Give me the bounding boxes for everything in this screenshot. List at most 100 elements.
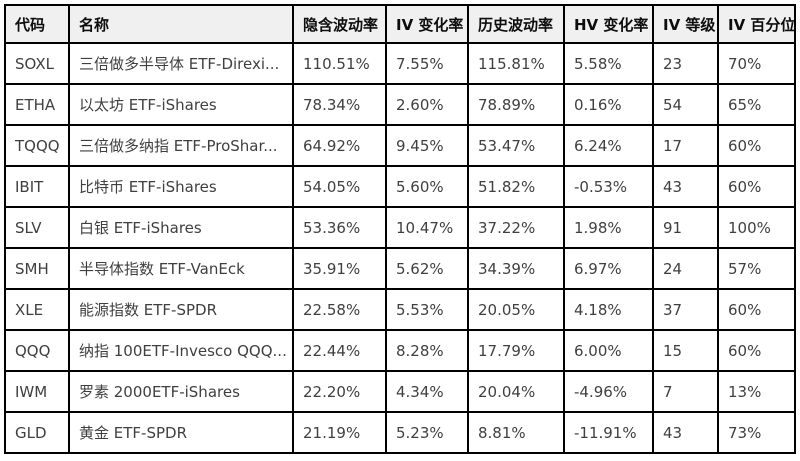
cell-name: 比特币 ETF-iShares [68,165,294,208]
cell-name: 纳指 100ETF-Invesco QQQ... [68,329,294,372]
cell-iv-change: 10.47% [385,206,469,249]
cell-iv-percentile: 60% [717,288,796,331]
table-row-ETHA[interactable]: ETHA 以太坊 ETF-iShares 78.34% 2.60% 78.89% 0.16… [4,83,796,126]
table-row-SOXL[interactable]: SOXL 三倍做多半导体 ETF-Direxi... 110.51% 7.55% 115… [4,42,796,85]
table-row-TQQQ[interactable]: TQQQ 三倍做多纳指 ETF-ProShar... 64.92% 9.45% 53.4… [4,124,796,167]
cell-iv-change: 5.23% [385,411,469,454]
cell-iv-change: 4.34% [385,370,469,413]
cell-historical-volatility: 20.05% [467,288,565,331]
cell-historical-volatility: 78.89% [467,83,565,126]
table-header: 代码 名称 隐含波动率 IV 变化率 历史波动率 HV 变化率 IV 等级 IV 百分位 [4,4,796,44]
cell-hv-change: 6.97% [563,247,654,290]
cell-code: SOXL [4,42,70,85]
column-header-iv-percentile: IV 百分位 [717,4,796,44]
column-header-name: 名称 [68,4,294,44]
cell-name: 能源指数 ETF-SPDR [68,288,294,331]
cell-iv-percentile: 60% [717,165,796,208]
cell-implied-volatility: 78.34% [292,83,387,126]
cell-historical-volatility: 20.04% [467,370,565,413]
cell-hv-change: 6.00% [563,329,654,372]
cell-code: ETHA [4,83,70,126]
cell-hv-change: -11.91% [563,411,654,454]
cell-iv-change: 9.45% [385,124,469,167]
cell-hv-change: 1.98% [563,206,654,249]
cell-iv-percentile: 60% [717,124,796,167]
cell-historical-volatility: 115.81% [467,42,565,85]
cell-name: 白银 ETF-iShares [68,206,294,249]
cell-iv-percentile: 100% [717,206,796,249]
column-header-implied-volatility: 隐含波动率 [292,4,387,44]
cell-implied-volatility: 22.20% [292,370,387,413]
cell-historical-volatility: 8.81% [467,411,565,454]
cell-historical-volatility: 34.39% [467,247,565,290]
table-row-SLV[interactable]: SLV 白银 ETF-iShares 53.36% 10.47% 37.22% 1.98%… [4,206,796,249]
cell-iv-rank: 7 [652,370,719,413]
cell-iv-change: 8.28% [385,329,469,372]
cell-implied-volatility: 21.19% [292,411,387,454]
cell-code: SLV [4,206,70,249]
cell-hv-change: 0.16% [563,83,654,126]
cell-iv-percentile: 73% [717,411,796,454]
cell-iv-percentile: 70% [717,42,796,85]
cell-hv-change: 4.18% [563,288,654,331]
column-header-iv-change: IV 变化率 [385,4,469,44]
table-row-IWM[interactable]: IWM 罗素 2000ETF-iShares 22.20% 4.34% 20.04% -4… [4,370,796,413]
cell-implied-volatility: 54.05% [292,165,387,208]
cell-iv-rank: 15 [652,329,719,372]
cell-iv-percentile: 57% [717,247,796,290]
cell-iv-rank: 91 [652,206,719,249]
cell-code: GLD [4,411,70,454]
cell-historical-volatility: 53.47% [467,124,565,167]
cell-iv-rank: 24 [652,247,719,290]
cell-code: QQQ [4,329,70,372]
table-body: SOXL 三倍做多半导体 ETF-Direxi... 110.51% 7.55% 115… [4,42,796,454]
cell-iv-change: 5.60% [385,165,469,208]
table-row-SMH[interactable]: SMH 半导体指数 ETF-VanEck 35.91% 5.62% 34.39% 6.97… [4,247,796,290]
cell-iv-rank: 43 [652,411,719,454]
etf-volatility-table: 代码 名称 隐含波动率 IV 变化率 历史波动率 HV 变化率 IV 等级 IV 百分位 SO… [4,4,796,454]
cell-name: 半导体指数 ETF-VanEck [68,247,294,290]
cell-name: 罗素 2000ETF-iShares [68,370,294,413]
cell-hv-change: 6.24% [563,124,654,167]
cell-name: 三倍做多半导体 ETF-Direxi... [68,42,294,85]
table-row-IBIT[interactable]: IBIT 比特币 ETF-iShares 54.05% 5.60% 51.82% -0.5… [4,165,796,208]
cell-historical-volatility: 37.22% [467,206,565,249]
column-header-historical-volatility: 历史波动率 [467,4,565,44]
cell-iv-change: 2.60% [385,83,469,126]
cell-iv-rank: 17 [652,124,719,167]
cell-implied-volatility: 64.92% [292,124,387,167]
cell-iv-rank: 43 [652,165,719,208]
header-row: 代码 名称 隐含波动率 IV 变化率 历史波动率 HV 变化率 IV 等级 IV 百分位 [4,4,796,44]
cell-hv-change: 5.58% [563,42,654,85]
cell-hv-change: -4.96% [563,370,654,413]
cell-code: TQQQ [4,124,70,167]
cell-hv-change: -0.53% [563,165,654,208]
table-row-GLD[interactable]: GLD 黄金 ETF-SPDR 21.19% 5.23% 8.81% -11.91% 43 7… [4,411,796,454]
cell-code: IBIT [4,165,70,208]
cell-iv-percentile: 13% [717,370,796,413]
cell-name: 以太坊 ETF-iShares [68,83,294,126]
cell-iv-rank: 54 [652,83,719,126]
cell-implied-volatility: 110.51% [292,42,387,85]
column-header-code: 代码 [4,4,70,44]
column-header-iv-rank: IV 等级 [652,4,719,44]
cell-iv-change: 5.53% [385,288,469,331]
table-row-QQQ[interactable]: QQQ 纳指 100ETF-Invesco QQQ... 22.44% 8.28% 17… [4,329,796,372]
cell-code: XLE [4,288,70,331]
cell-iv-percentile: 65% [717,83,796,126]
cell-name: 三倍做多纳指 ETF-ProShar... [68,124,294,167]
cell-implied-volatility: 22.58% [292,288,387,331]
cell-code: IWM [4,370,70,413]
cell-iv-change: 5.62% [385,247,469,290]
cell-iv-change: 7.55% [385,42,469,85]
cell-implied-volatility: 53.36% [292,206,387,249]
table-row-XLE[interactable]: XLE 能源指数 ETF-SPDR 22.58% 5.53% 20.05% 4.18% 37… [4,288,796,331]
cell-iv-rank: 23 [652,42,719,85]
cell-implied-volatility: 22.44% [292,329,387,372]
cell-historical-volatility: 17.79% [467,329,565,372]
cell-name: 黄金 ETF-SPDR [68,411,294,454]
cell-code: SMH [4,247,70,290]
cell-historical-volatility: 51.82% [467,165,565,208]
cell-iv-rank: 37 [652,288,719,331]
